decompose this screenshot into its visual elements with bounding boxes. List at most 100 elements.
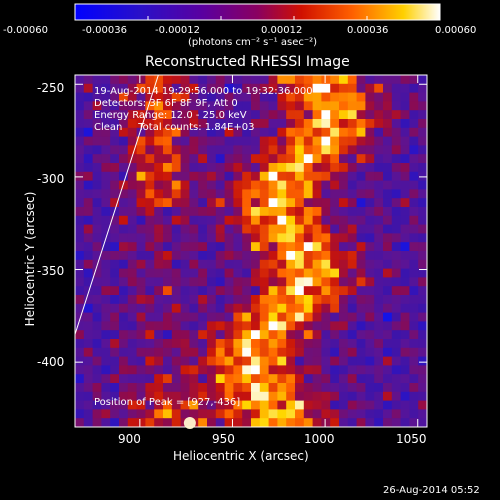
heatmap-cell [391, 207, 401, 217]
heatmap-cell [110, 92, 120, 102]
heatmap-cell [251, 92, 261, 102]
heatmap-cell [189, 189, 199, 199]
heatmap-cell [233, 127, 243, 137]
heatmap-cell [251, 365, 261, 375]
heatmap-cell [409, 154, 419, 164]
heatmap-cell [409, 374, 419, 384]
heatmap-cell [110, 101, 120, 111]
heatmap-cell [101, 383, 111, 393]
heatmap-cell [312, 268, 322, 278]
heatmap-cell [127, 101, 137, 111]
heatmap-cell [233, 330, 243, 340]
heatmap-cell [242, 171, 252, 181]
heatmap-cell [347, 303, 357, 313]
heatmap-cell [391, 303, 401, 313]
heatmap-cell [330, 83, 340, 93]
heatmap-cell [356, 154, 366, 164]
heatmap-cell [127, 75, 137, 85]
heatmap-cell [347, 242, 357, 252]
heatmap-cell [163, 136, 173, 146]
heatmap-cell [365, 356, 375, 366]
heatmap-cell [383, 268, 393, 278]
heatmap-cell [136, 224, 146, 234]
heatmap-cell [286, 277, 296, 287]
heatmap-cell [92, 268, 102, 278]
heatmap-cell [330, 101, 340, 111]
heatmap-cell [303, 127, 313, 137]
heatmap-cell [339, 92, 349, 102]
heatmap-cell [110, 163, 120, 173]
heatmap-cell [180, 312, 190, 322]
heatmap-cell [277, 277, 287, 287]
heatmap-cell [215, 233, 225, 243]
heatmap-cell [365, 277, 375, 287]
heatmap-cell [277, 321, 287, 331]
heatmap-cell [251, 259, 261, 269]
heatmap-cell [224, 277, 234, 287]
heatmap-cell [215, 198, 225, 208]
heatmap-cell [127, 154, 137, 164]
heatmap-cell [259, 312, 269, 322]
plot-frame [74, 74, 428, 428]
heatmap-cell [198, 224, 208, 234]
heatmap-cell [233, 259, 243, 269]
heatmap-cell [83, 400, 93, 410]
heatmap-cell [215, 365, 225, 375]
heatmap-cell [83, 92, 93, 102]
heatmap-cell [136, 75, 146, 85]
heatmap-cell [101, 198, 111, 208]
heatmap-cell [83, 383, 93, 393]
heatmap-cell [136, 365, 146, 375]
heatmap-cell [83, 268, 93, 278]
heatmap-cell [251, 330, 261, 340]
heatmap-cell [303, 189, 313, 199]
heatmap-cell [189, 145, 199, 155]
heatmap-cell [409, 277, 419, 287]
heatmap-cell [154, 207, 164, 217]
heatmap-cell [163, 365, 173, 375]
heatmap-cell [215, 110, 225, 120]
heatmap-cell [303, 409, 313, 419]
heatmap-cell [374, 374, 384, 384]
heatmap-cell [347, 224, 357, 234]
heatmap-cell [374, 321, 384, 331]
heatmap-cell [215, 303, 225, 313]
heatmap-cell [277, 330, 287, 340]
heatmap-cell [75, 251, 85, 261]
heatmap-cell [330, 92, 340, 102]
heatmap-cell [180, 242, 190, 252]
heatmap-cell [198, 136, 208, 146]
heatmap-cell [171, 163, 181, 173]
heatmap-cell [277, 136, 287, 146]
heatmap-cell [83, 154, 93, 164]
heatmap-cell [145, 418, 155, 427]
heatmap-cell [418, 347, 427, 357]
heatmap-cell [75, 75, 85, 85]
heatmap-cell [127, 277, 137, 287]
heatmap-cell [259, 189, 269, 199]
heatmap-cell [295, 163, 305, 173]
heatmap-cell [92, 418, 102, 427]
heatmap-cell [75, 163, 85, 173]
heatmap-cell [224, 171, 234, 181]
heatmap-cell [145, 391, 155, 401]
heatmap-cell [180, 101, 190, 111]
heatmap-cell [145, 409, 155, 419]
heatmap-cell [347, 418, 357, 427]
heatmap-cell [391, 374, 401, 384]
heatmap-cell [339, 119, 349, 129]
heatmap-cell [374, 356, 384, 366]
heatmap-cell [356, 233, 366, 243]
solar-limb-line [74, 74, 159, 335]
heatmap-cell [242, 119, 252, 129]
heatmap-cell [347, 347, 357, 357]
heatmap-cell [171, 198, 181, 208]
heatmap-cell [339, 242, 349, 252]
heatmap-cell [233, 83, 243, 93]
heatmap-cell [163, 233, 173, 243]
heatmap-cell [400, 163, 410, 173]
heatmap-cell [75, 277, 85, 287]
heatmap-cell [171, 189, 181, 199]
heatmap-cell [409, 127, 419, 137]
heatmap-cell [303, 215, 313, 225]
